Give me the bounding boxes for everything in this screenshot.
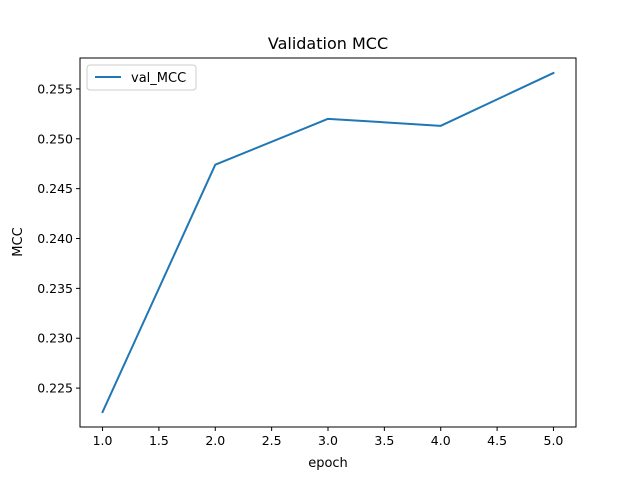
y-axis-label: MCC xyxy=(11,227,26,256)
plot-area xyxy=(101,71,555,414)
x-axis-ticks: 1.0 1.5 2.0 2.5 3.0 3.5 4.0 4.5 5.0 xyxy=(93,427,564,448)
x-axis-label: epoch xyxy=(308,456,348,471)
x-tick-label: 1.5 xyxy=(149,433,169,448)
y-tick-label: 0.235 xyxy=(37,281,73,296)
x-tick-label: 1.0 xyxy=(93,433,113,448)
x-tick-label: 4.0 xyxy=(431,433,451,448)
chart-title: Validation MCC xyxy=(268,34,388,53)
legend: val_MCC xyxy=(86,64,197,91)
y-tick-label: 0.225 xyxy=(37,381,73,396)
legend-box xyxy=(86,64,197,91)
y-tick-label: 0.255 xyxy=(37,81,73,96)
x-tick-label: 4.5 xyxy=(487,433,507,448)
x-tick-label: 3.0 xyxy=(318,433,338,448)
y-axis-ticks: 0.225 0.230 0.235 0.240 0.245 0.250 0.255 xyxy=(37,81,80,396)
y-tick-label: 0.245 xyxy=(37,181,73,196)
y-tick-label: 0.240 xyxy=(37,231,73,246)
legend-label-val-mcc: val_MCC xyxy=(131,71,186,86)
y-tick-label: 0.250 xyxy=(37,131,73,146)
x-tick-label: 2.0 xyxy=(205,433,225,448)
x-tick-label: 3.5 xyxy=(374,433,394,448)
x-tick-label: 2.5 xyxy=(262,433,282,448)
x-tick-label: 5.0 xyxy=(544,433,564,448)
y-tick-label: 0.230 xyxy=(37,331,73,346)
